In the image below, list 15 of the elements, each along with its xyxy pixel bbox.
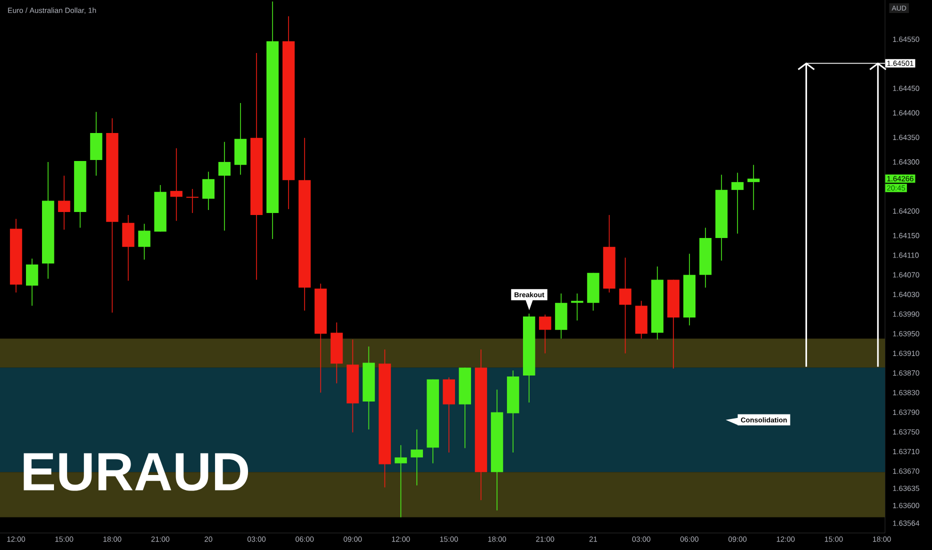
candlestick [202, 171, 215, 210]
annotation: EURAUD [24, 453, 248, 491]
candlestick [747, 164, 760, 210]
candlestick [571, 293, 584, 321]
candlestick [394, 444, 407, 518]
candlestick [26, 258, 38, 306]
candlestick [218, 141, 231, 232]
candlestick [170, 148, 182, 222]
candlestick [539, 314, 552, 354]
candlestick [731, 172, 744, 234]
candlestick [138, 223, 150, 260]
candlestick [410, 429, 423, 486]
candlestick [619, 257, 632, 354]
candlestick [58, 175, 70, 230]
candlestick [186, 188, 198, 214]
